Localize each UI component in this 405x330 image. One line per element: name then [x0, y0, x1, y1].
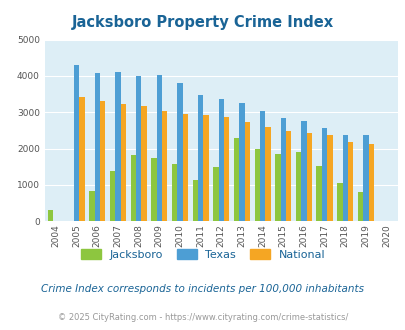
Bar — [301, 120, 306, 221]
Bar — [326, 135, 332, 221]
Bar — [239, 104, 244, 221]
Bar — [74, 65, 79, 221]
Bar — [295, 152, 301, 221]
Bar — [171, 164, 177, 221]
Bar — [275, 153, 280, 221]
Bar — [259, 111, 264, 221]
Bar — [342, 135, 347, 221]
Bar — [100, 101, 105, 221]
Bar — [264, 127, 270, 221]
Bar — [141, 106, 146, 221]
Bar — [203, 115, 208, 221]
Bar — [213, 167, 218, 221]
Bar — [254, 149, 259, 221]
Bar — [224, 117, 229, 221]
Bar — [316, 166, 321, 221]
Bar — [244, 122, 249, 221]
Bar — [151, 158, 156, 221]
Bar — [306, 133, 311, 221]
Text: Jacksboro Property Crime Index: Jacksboro Property Crime Index — [72, 15, 333, 30]
Bar — [48, 210, 53, 221]
Bar — [280, 118, 285, 221]
Text: Crime Index corresponds to incidents per 100,000 inhabitants: Crime Index corresponds to incidents per… — [41, 284, 364, 294]
Bar — [198, 95, 203, 221]
Bar — [156, 75, 162, 221]
Text: © 2025 CityRating.com - https://www.cityrating.com/crime-statistics/: © 2025 CityRating.com - https://www.city… — [58, 313, 347, 322]
Bar — [182, 115, 188, 221]
Bar — [89, 191, 94, 221]
Bar — [120, 104, 126, 221]
Bar — [336, 182, 342, 221]
Bar — [110, 171, 115, 221]
Bar — [321, 128, 326, 221]
Bar — [79, 97, 85, 221]
Bar — [130, 155, 136, 221]
Bar — [362, 135, 368, 221]
Bar — [162, 112, 167, 221]
Bar — [94, 73, 100, 221]
Bar — [368, 144, 373, 221]
Bar — [177, 83, 182, 221]
Legend: Jacksboro, Texas, National: Jacksboro, Texas, National — [81, 249, 324, 260]
Bar — [218, 99, 224, 221]
Bar — [192, 181, 198, 221]
Bar — [285, 131, 290, 221]
Bar — [347, 142, 352, 221]
Bar — [115, 72, 120, 221]
Bar — [136, 76, 141, 221]
Bar — [233, 138, 239, 221]
Bar — [357, 192, 362, 221]
